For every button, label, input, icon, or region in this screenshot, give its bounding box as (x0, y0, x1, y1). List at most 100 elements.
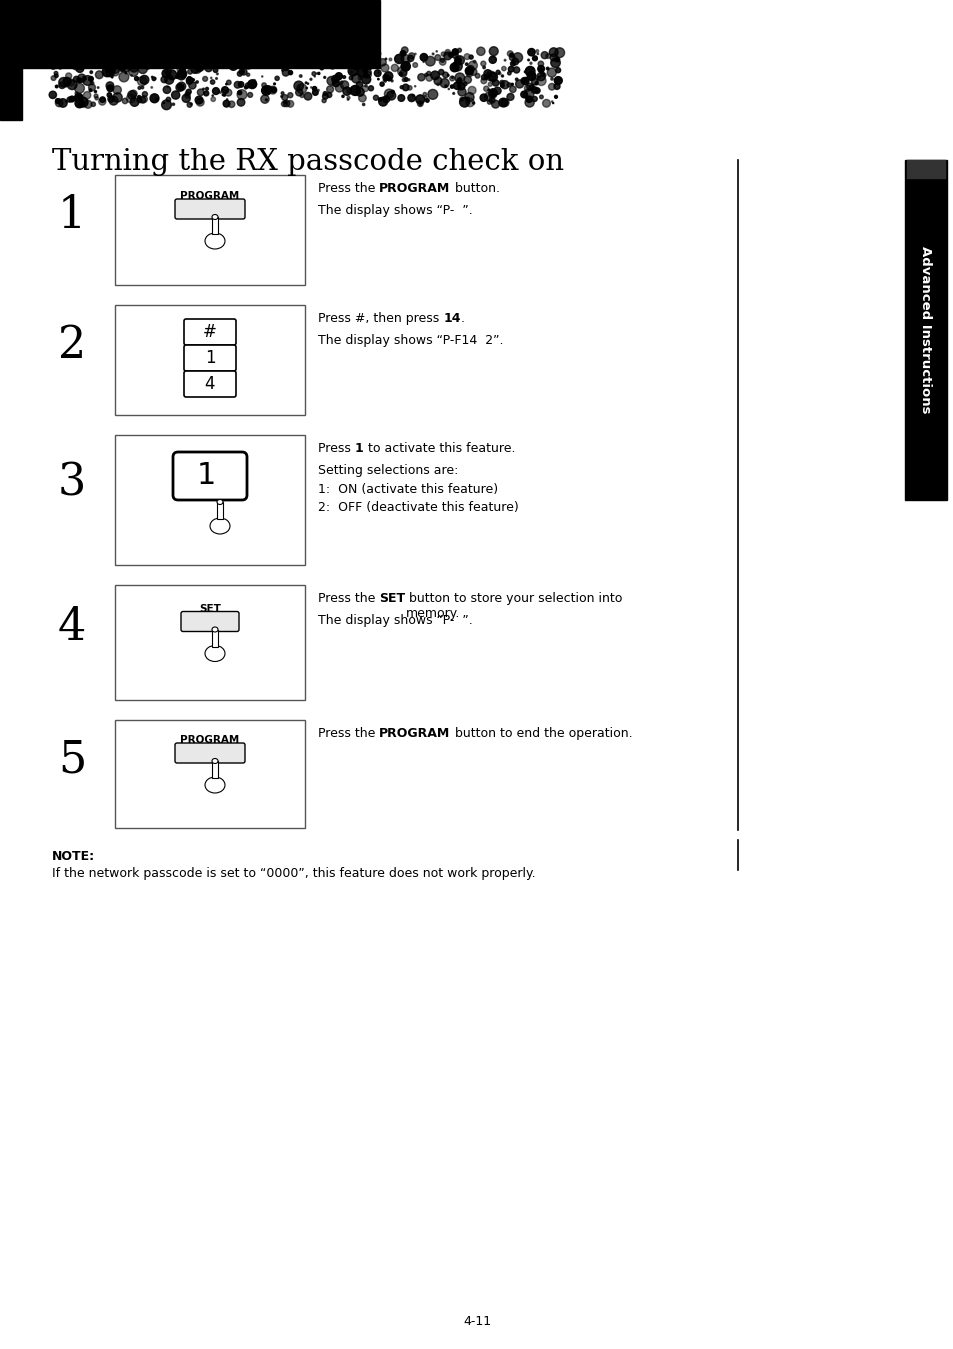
Ellipse shape (216, 499, 223, 505)
Circle shape (432, 53, 434, 55)
Circle shape (440, 58, 444, 62)
Circle shape (342, 86, 351, 96)
Circle shape (228, 55, 230, 58)
Circle shape (520, 77, 526, 84)
Circle shape (512, 58, 518, 65)
Circle shape (452, 61, 462, 71)
Circle shape (385, 58, 386, 59)
Circle shape (527, 49, 535, 55)
Circle shape (375, 50, 380, 57)
Circle shape (56, 55, 58, 57)
Text: 4: 4 (58, 606, 86, 649)
Circle shape (112, 86, 121, 94)
Circle shape (515, 78, 517, 81)
Circle shape (351, 50, 355, 55)
Circle shape (308, 59, 314, 66)
Circle shape (187, 77, 191, 81)
Circle shape (211, 97, 215, 101)
Circle shape (347, 98, 349, 100)
Circle shape (335, 73, 342, 80)
Circle shape (265, 54, 274, 62)
Circle shape (377, 78, 378, 80)
Circle shape (457, 88, 466, 96)
Circle shape (342, 50, 353, 59)
Circle shape (127, 94, 135, 103)
Circle shape (179, 67, 185, 74)
Circle shape (330, 65, 335, 69)
Circle shape (509, 86, 516, 93)
Circle shape (555, 67, 560, 73)
Circle shape (488, 90, 497, 98)
Circle shape (397, 94, 404, 101)
Circle shape (375, 54, 378, 55)
Circle shape (152, 77, 155, 81)
Circle shape (362, 104, 364, 105)
Circle shape (137, 96, 140, 98)
Circle shape (195, 65, 203, 71)
Circle shape (323, 92, 327, 96)
Circle shape (55, 76, 56, 77)
Ellipse shape (212, 627, 218, 631)
Text: If the network passcode is set to “0000”, this feature does not work properly.: If the network passcode is set to “0000”… (52, 867, 535, 880)
Circle shape (229, 62, 237, 70)
Bar (0, 0, 379, 67)
Circle shape (261, 86, 271, 96)
Circle shape (402, 84, 409, 90)
Circle shape (329, 46, 336, 54)
Circle shape (455, 58, 460, 65)
Circle shape (265, 50, 269, 53)
Circle shape (120, 66, 125, 71)
Circle shape (155, 49, 162, 55)
Text: 1: 1 (196, 460, 215, 490)
Text: Advanced Instructions: Advanced Instructions (919, 247, 931, 414)
Text: PROGRAM: PROGRAM (180, 192, 239, 201)
Circle shape (542, 100, 550, 107)
Circle shape (91, 81, 93, 85)
Circle shape (407, 55, 414, 62)
Circle shape (111, 63, 120, 73)
Circle shape (67, 97, 72, 103)
Circle shape (180, 85, 184, 88)
Circle shape (132, 53, 138, 59)
Circle shape (391, 90, 394, 93)
Circle shape (288, 70, 293, 74)
Circle shape (134, 77, 138, 81)
Circle shape (382, 96, 389, 103)
Circle shape (426, 71, 431, 76)
Text: 14: 14 (443, 312, 460, 325)
Circle shape (399, 73, 402, 76)
Circle shape (65, 53, 70, 57)
Circle shape (105, 66, 111, 71)
Circle shape (527, 71, 536, 81)
Bar (115, 585, 305, 700)
Circle shape (313, 86, 316, 90)
Circle shape (448, 53, 453, 57)
Circle shape (125, 49, 132, 55)
Circle shape (97, 59, 105, 67)
Circle shape (326, 86, 334, 93)
Circle shape (223, 94, 225, 96)
Circle shape (189, 82, 196, 89)
Circle shape (485, 71, 496, 81)
Circle shape (313, 89, 318, 96)
Circle shape (332, 80, 339, 86)
Circle shape (262, 62, 266, 66)
Circle shape (110, 74, 112, 77)
Circle shape (537, 73, 545, 81)
Circle shape (78, 97, 88, 107)
Circle shape (138, 65, 147, 74)
Circle shape (161, 77, 167, 82)
Circle shape (537, 61, 543, 66)
Circle shape (455, 73, 464, 82)
Circle shape (213, 67, 217, 73)
Circle shape (488, 82, 492, 86)
Circle shape (500, 81, 509, 89)
Circle shape (94, 61, 95, 62)
Circle shape (527, 59, 529, 61)
Circle shape (459, 97, 469, 107)
Text: button to end the operation.: button to end the operation. (450, 727, 632, 741)
Circle shape (211, 80, 214, 84)
Circle shape (361, 74, 371, 84)
Circle shape (491, 100, 499, 108)
Circle shape (356, 86, 358, 89)
